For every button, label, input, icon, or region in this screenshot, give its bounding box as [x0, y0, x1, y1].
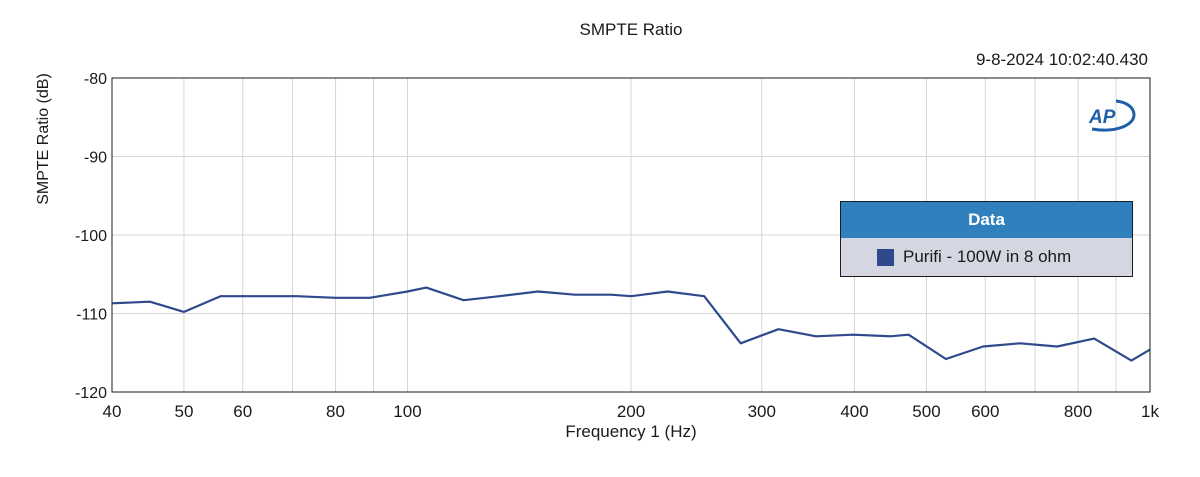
y-tick-label: -90 [84, 150, 107, 167]
legend-swatch [877, 248, 894, 266]
y-tick-labels: -80 -90 -100 -110 -120 [75, 71, 107, 402]
legend: Data Purifi - 100W in 8 ohm [840, 201, 1133, 277]
y-tick-label: -100 [75, 228, 107, 245]
legend-item[interactable]: Purifi - 100W in 8 ohm [841, 238, 1132, 276]
x-tick-label: 500 [912, 402, 940, 421]
logo-text: AP [1088, 107, 1116, 128]
x-tick-label: 800 [1064, 402, 1092, 421]
y-tick-label: -110 [76, 307, 107, 324]
y-tick-label: -80 [84, 71, 107, 88]
timestamp: 9-8-2024 10:02:40.430 [975, 50, 1148, 69]
series-line [111, 286, 1151, 362]
x-tick-labels: 40 50 60 80 100 200 300 400 500 600 800 1k [103, 402, 1160, 421]
x-axis-label: Frequency 1 (Hz) [565, 422, 697, 441]
plot-frame [111, 77, 1151, 393]
x-tick-label: 200 [617, 402, 645, 421]
x-tick-label: 600 [971, 402, 999, 421]
x-tick-label: 60 [233, 402, 252, 421]
series-layer [111, 286, 1151, 362]
legend-title: Data [841, 202, 1132, 238]
x-tick-label: 400 [840, 402, 868, 421]
x-tick-label: 300 [748, 402, 776, 421]
chart-title: SMPTE Ratio [579, 20, 683, 39]
legend-item-label: Purifi - 100W in 8 ohm [903, 247, 1072, 266]
x-tick-label: 1k [1141, 402, 1159, 421]
x-tick-label: 100 [393, 402, 421, 421]
ap-logo-icon: AP [1088, 99, 1136, 132]
x-tick-label: 40 [103, 402, 122, 421]
y-tick-label: -120 [75, 385, 107, 402]
x-tick-label: 80 [326, 402, 345, 421]
x-tick-label: 50 [174, 402, 193, 421]
